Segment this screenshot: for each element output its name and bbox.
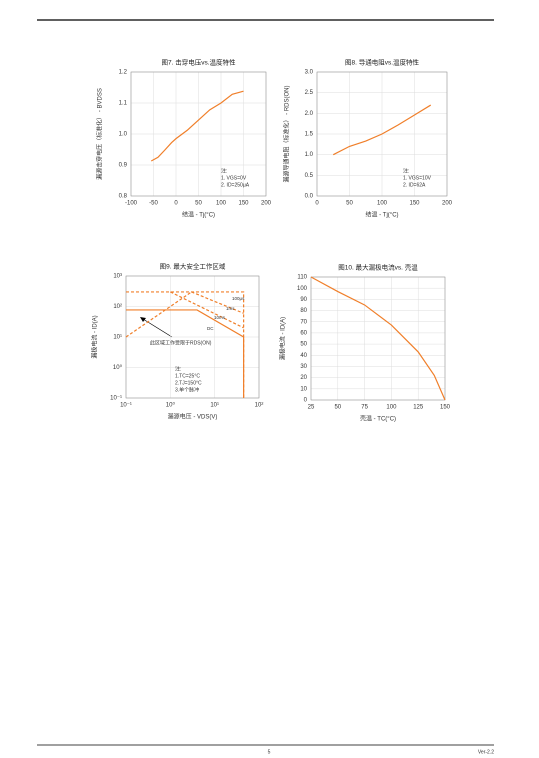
y-tick-label: 20 [300,375,307,381]
annotation: 1. VGS=0V [221,175,247,181]
x-axis-label: 壳温 - TC(°C) [360,415,396,423]
plot-frame [310,276,446,401]
x-tick-label: 25 [308,405,315,411]
y-tick-label: 30 [300,364,307,370]
series-label: 1ms [226,306,235,311]
x-tick-label: 75 [361,405,368,411]
y-tick-label: 0.8 [119,194,128,200]
y-tick-label: 110 [297,275,307,281]
y-tick-label: 0.5 [305,173,314,179]
y-tick-label: 90 [300,297,307,303]
y-axis-label: 漏源击穿电压（标准化） - BVDSS [96,88,104,180]
annotation: 此区域工作受限于RDS(ON) [150,339,212,346]
y-tick-label: 2.0 [305,111,314,117]
y-tick-label: 0.9 [119,163,128,169]
series-line [170,291,244,329]
chart-title: 图10. 最大漏极电流vs. 壳温 [338,263,418,272]
x-tick-label: 125 [413,405,424,411]
x-tick-label: 150 [440,405,451,411]
y-tick-label: 1.0 [119,132,128,138]
x-tick-label: 10² [255,403,264,409]
annotation: 1. VGS=10V [403,175,432,181]
y-tick-label: 50 [300,342,307,348]
x-tick-label: 10⁰ [166,402,176,409]
x-tick-label: 100 [216,201,227,207]
x-tick-label: 10¹ [210,403,219,409]
x-tick-label: 200 [261,201,272,207]
annotation: 注: [403,167,409,174]
annotation: 3.单个脉冲 [175,386,199,393]
y-axis-label: 漏源导通电阻（标准化） - RDS(ON) [283,86,291,183]
series-label: 100μs [232,296,245,301]
series-label: 10ms [214,315,226,320]
x-tick-label: 200 [442,201,453,207]
version: Ver-2.2 [478,749,494,755]
x-tick-label: 0 [174,201,178,207]
x-tick-label: 0 [315,201,319,207]
plot-frame [130,71,267,197]
y-tick-label: 10⁰ [113,364,123,371]
x-tick-label: 50 [195,201,202,207]
chart-title: 图8. 导通电阻vs.温度特性 [345,58,420,67]
chart-title: 图9. 最大安全工作区域 [160,262,226,271]
x-axis-label: 漏源电压 - VDS(V) [168,413,218,421]
series-line [191,291,244,314]
annotation: 2.TJ=150°C [175,380,202,386]
y-tick-label: 0.0 [305,194,314,200]
page-number: 5 [268,749,271,755]
series-label: DC [207,326,214,331]
chart-title: 图7. 击穿电压vs.温度特性 [161,58,236,67]
y-tick-label: 10 [300,386,307,392]
y-tick-label: 1.1 [119,101,128,107]
series-line [126,309,245,398]
y-tick-label: 10² [113,304,122,310]
series-line [150,90,244,162]
x-axis-label: 结温 - Tj(°C) [365,211,398,219]
x-axis-label: 结温 - Tj(°C) [182,211,215,219]
y-tick-label: 40 [300,353,307,359]
series-line [126,291,245,398]
y-tick-label: 70 [300,319,307,325]
x-tick-label: 150 [409,201,420,207]
x-tick-label: -100 [125,201,138,207]
y-tick-label: 80 [300,308,307,314]
annotation: 2. ID=250μA [221,182,250,188]
series-line [125,291,192,338]
y-tick-label: 1.0 [305,152,314,158]
series-line [310,276,446,401]
y-tick-label: 1.5 [305,132,314,138]
x-tick-label: 10⁻¹ [120,403,132,409]
y-tick-label: 10³ [113,274,122,280]
x-tick-label: 50 [334,405,341,411]
x-tick-label: 100 [386,405,397,411]
y-tick-label: 10¹ [113,335,122,341]
y-tick-label: 100 [297,286,308,292]
y-tick-label: 1.2 [119,70,128,76]
y-tick-label: 10⁻¹ [110,396,122,402]
arrow-head [140,317,146,322]
x-tick-label: 50 [346,201,353,207]
y-axis-label: 漏极电流 - ID(A) [279,317,287,360]
x-tick-label: -50 [149,201,158,207]
y-tick-label: 3.0 [305,70,314,76]
y-tick-label: 0 [304,398,308,404]
x-tick-label: 100 [377,201,388,207]
series-line [332,104,432,156]
y-axis-label: 漏极电流 - ID(A) [91,315,99,358]
annotation: 注: [221,167,227,174]
x-tick-label: 150 [238,201,249,207]
y-tick-label: 60 [300,330,307,336]
annotation: 1.TC=25°C [175,373,200,379]
plot-frame [316,71,448,197]
y-tick-label: 2.5 [305,90,314,96]
annotation: 注: [175,365,181,372]
annotation: 2. ID=62A [403,182,426,188]
